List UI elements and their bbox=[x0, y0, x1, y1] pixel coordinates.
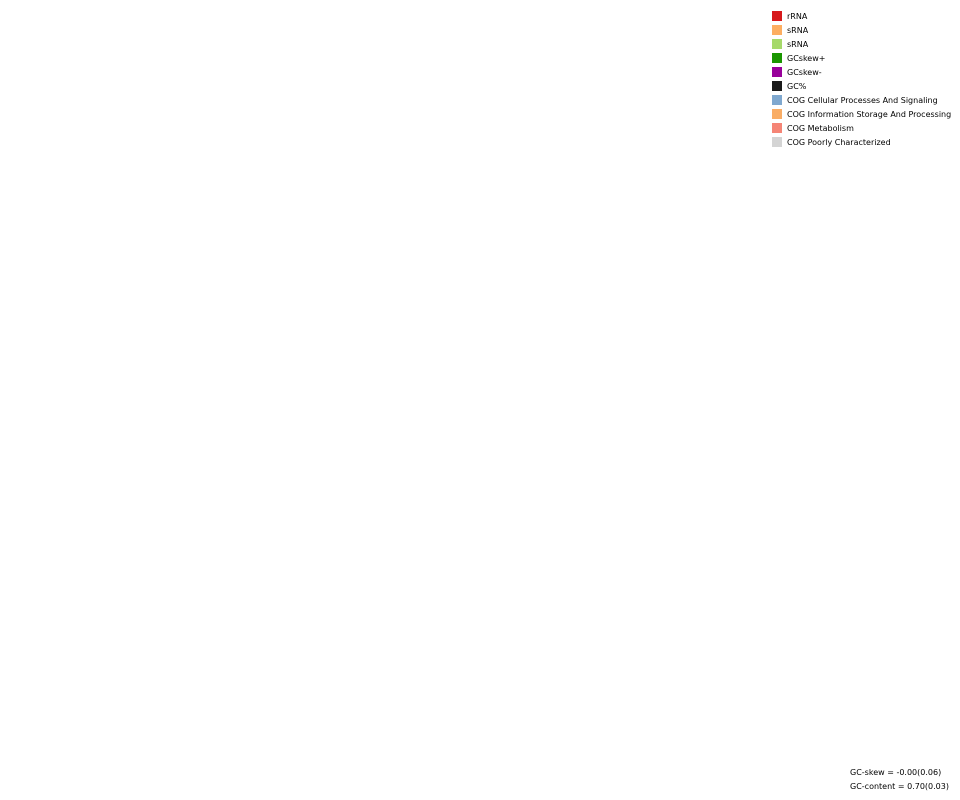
legend-swatch bbox=[772, 81, 782, 91]
legend-item: GC% bbox=[772, 79, 951, 93]
gc-skew-stat: GC-skew = -0.00(0.06) bbox=[850, 768, 942, 777]
legend-label: sRNA bbox=[787, 39, 809, 49]
legend-label: GC% bbox=[787, 81, 807, 91]
legend-item: COG Poorly Characterized bbox=[772, 135, 951, 149]
legend-label: COG Cellular Processes And Signaling bbox=[787, 95, 938, 105]
legend-label: GCskew- bbox=[787, 67, 822, 77]
legend-label: GCskew+ bbox=[787, 53, 826, 63]
gc-content-stat: GC-content = 0.70(0.03) bbox=[850, 782, 949, 791]
legend-item: rRNA bbox=[772, 9, 951, 23]
legend-label: COG Poorly Characterized bbox=[787, 137, 891, 147]
legend-item: GCskew- bbox=[772, 65, 951, 79]
legend-swatch bbox=[772, 67, 782, 77]
legend-label: sRNA bbox=[787, 25, 809, 35]
legend-swatch bbox=[772, 39, 782, 49]
legend-item: COG Metabolism bbox=[772, 121, 951, 135]
legend-swatch bbox=[772, 95, 782, 105]
legend-swatch bbox=[772, 25, 782, 35]
legend-label: rRNA bbox=[787, 11, 808, 21]
legend-label: COG Metabolism bbox=[787, 123, 854, 133]
legend-swatch bbox=[772, 137, 782, 147]
legend-item: COG Cellular Processes And Signaling bbox=[772, 93, 951, 107]
legend: rRNA sRNA sRNA GCskew+ GCskew- GC% COG C… bbox=[772, 9, 951, 149]
legend-item: COG Information Storage And Processing bbox=[772, 107, 951, 121]
legend-swatch bbox=[772, 53, 782, 63]
legend-item: GCskew+ bbox=[772, 51, 951, 65]
legend-item: sRNA bbox=[772, 37, 951, 51]
legend-swatch bbox=[772, 123, 782, 133]
stats-box: GC-skew = -0.00(0.06) GC-content = 0.70(… bbox=[850, 766, 949, 794]
legend-item: sRNA bbox=[772, 23, 951, 37]
legend-swatch bbox=[772, 109, 782, 119]
legend-swatch bbox=[772, 11, 782, 21]
legend-label: COG Information Storage And Processing bbox=[787, 109, 952, 119]
